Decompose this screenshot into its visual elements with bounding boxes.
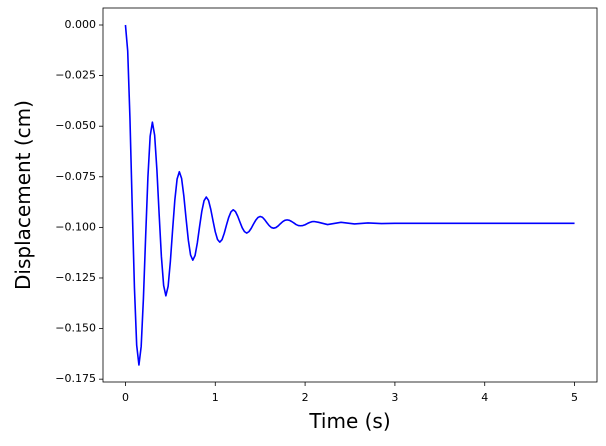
x-tick-label: 1 — [212, 391, 219, 404]
plot-frame — [102, 7, 598, 383]
data-line — [124, 24, 575, 366]
y-tick-label: −0.075 — [55, 170, 96, 183]
x-tick-label: 4 — [481, 391, 488, 404]
y-tick-label: −0.100 — [55, 220, 96, 233]
x-tick-label: 5 — [571, 391, 578, 404]
y-tick-label: −0.050 — [55, 119, 96, 132]
x-tick-label: 2 — [302, 391, 309, 404]
y-axis-label: Displacement (cm) — [11, 100, 35, 290]
y-tick-label: −0.175 — [55, 372, 96, 385]
y-tick-label: −0.125 — [55, 271, 96, 284]
y-tick-label: −0.025 — [55, 69, 96, 82]
x-tick-label: 0 — [122, 391, 129, 404]
y-tick-label: −0.150 — [55, 322, 96, 335]
y-tick-label: 0.000 — [65, 18, 97, 31]
x-axis-label: Time (s) — [308, 409, 390, 433]
x-tick-label: 3 — [391, 391, 398, 404]
